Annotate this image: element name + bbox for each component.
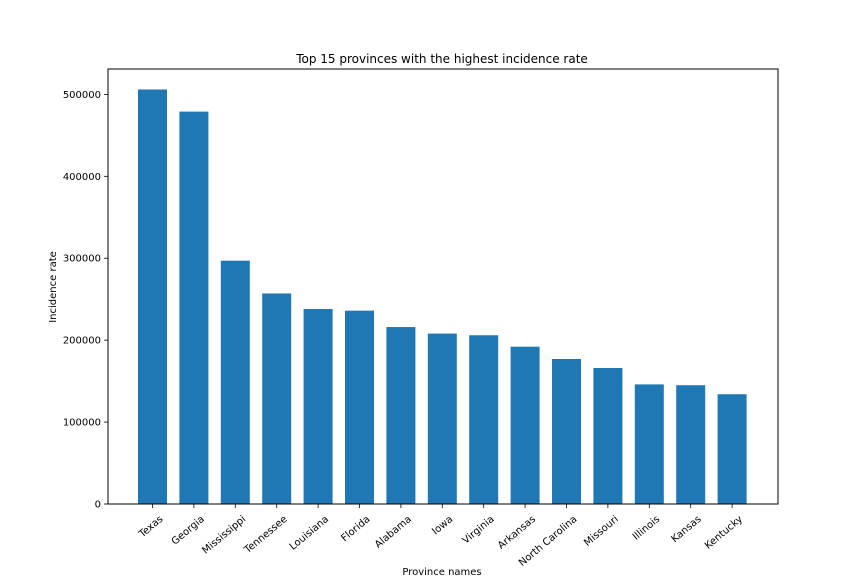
x-tick-label: Virginia: [461, 514, 497, 547]
bar-iowa: [427, 333, 457, 504]
y-tick-label: 200000: [63, 336, 101, 347]
x-tick-label: Mississippi: [200, 514, 248, 557]
bar-florida: [345, 310, 374, 504]
x-tick-label: Illinois: [631, 514, 662, 543]
x-tick-label: Florida: [339, 514, 372, 544]
bar-texas: [138, 89, 167, 504]
y-axis-label: Incidence rate: [48, 251, 59, 323]
y-tick-label: 0: [95, 500, 101, 511]
bar-kansas: [676, 385, 706, 504]
y-tick-label: 400000: [63, 172, 101, 183]
x-tick-label: Georgia: [170, 514, 207, 548]
x-axis: Texas GeorgiaMississippiTennesseeLouisian…: [136, 504, 745, 569]
x-tick-label: Tennessee: [242, 514, 290, 557]
bar-north-carolina: [552, 359, 581, 504]
bar-louisiana: [303, 309, 333, 504]
y-tick-label: 100000: [63, 418, 101, 429]
bar-virginia: [469, 335, 499, 504]
x-tick-label: Missouri: [582, 514, 621, 549]
x-axis-label: Province names: [402, 567, 481, 576]
x-tick-label: Arkansas: [496, 514, 538, 552]
y-axis: 0 100000 200000 300000 400000 500000: [63, 90, 108, 511]
y-tick-label: 500000: [63, 90, 101, 101]
bar-kentucky: [717, 394, 747, 504]
x-tick-label: Louisiana: [288, 514, 331, 553]
bar-missouri: [593, 368, 623, 504]
y-tick-label: 300000: [63, 254, 101, 265]
bar-alabama: [386, 327, 416, 504]
x-tick-label: Texas: [136, 514, 165, 541]
plot-frame: [107, 68, 779, 505]
bar-tennessee: [262, 293, 292, 504]
chart-title: Top 15 provinces with the highest incide…: [295, 52, 588, 66]
bar-arkansas: [510, 346, 540, 504]
x-tick-label: Alabama: [373, 514, 414, 551]
x-tick-label: Kentucky: [703, 514, 745, 552]
bar-illinois: [634, 384, 664, 504]
bar-mississippi: [220, 260, 250, 504]
x-tick-label: Kansas: [669, 514, 703, 545]
x-tick-label: Iowa: [430, 514, 455, 537]
bar-georgia: [179, 111, 209, 504]
bars-group: [138, 89, 747, 504]
